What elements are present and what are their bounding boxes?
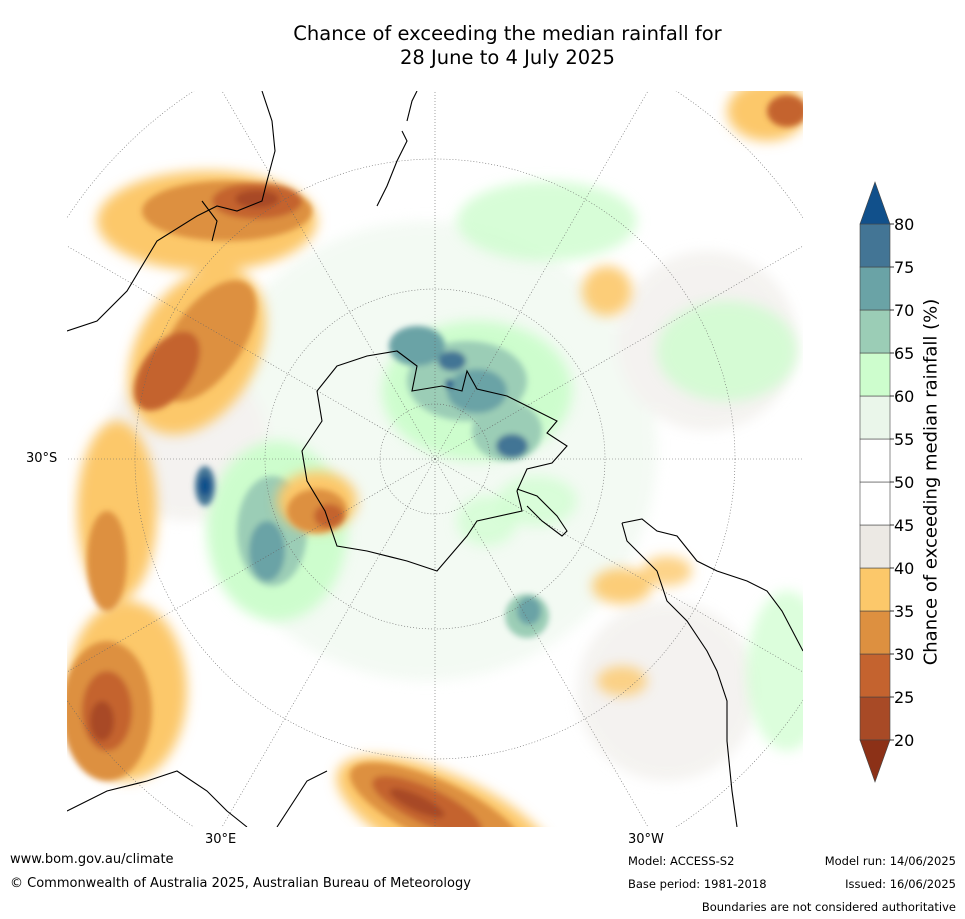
colorbar-bin (859, 696, 891, 741)
colorbar-tick-label: 45 (894, 516, 914, 535)
colorbar-tick-label: 80 (894, 215, 914, 234)
colorbar-bin (859, 395, 891, 440)
colorbar-tick-label: 55 (894, 430, 914, 449)
colorbar-bin (859, 610, 891, 655)
colorbar-tick-label: 60 (894, 387, 914, 406)
colorbar-tick-label: 50 (894, 473, 914, 492)
colorbar-bins (859, 181, 891, 783)
footer-base-period: Base period: 1981-2018 (628, 877, 767, 891)
colorbar-extend-high (859, 181, 891, 225)
colorbar-label: Chance of exceeding median rainfall (%) (920, 298, 942, 666)
rainfall-map (67, 91, 803, 827)
footer-model: Model: ACCESS-S2 (628, 854, 735, 868)
title-line-1: Chance of exceeding the median rainfall … (293, 22, 722, 45)
colorbar-tick-label: 65 (894, 344, 914, 363)
colorbar-tick-label: 75 (894, 258, 914, 277)
colorbar-bin (859, 438, 891, 483)
map-svg (67, 91, 803, 827)
colorbar-bin (859, 567, 891, 612)
colorbar-tick-label: 70 (894, 301, 914, 320)
footer-model-run: Model run: 14/06/2025 (824, 854, 956, 868)
anomaly-fields (67, 91, 803, 827)
footer-website: www.bom.gov.au/climate (10, 852, 174, 867)
colorbar-bin (859, 653, 891, 698)
colorbar-ticks: 20 25 30 35 40 45 50 55 60 65 70 75 80 (890, 215, 914, 750)
footer-copyright: © Commonwealth of Australia 2025, Austra… (10, 876, 471, 891)
colorbar: 20 25 30 35 40 45 50 55 60 65 70 75 80 (859, 181, 914, 783)
lat-label-30s: 30°S (26, 451, 58, 466)
colorbar-bin (859, 266, 891, 311)
colorbar-bin (859, 481, 891, 526)
colorbar-bin (859, 223, 891, 268)
colorbar-bin (859, 309, 891, 354)
lon-label-30w: 30°W (628, 832, 664, 847)
colorbar-bin (859, 352, 891, 397)
colorbar-tick-label: 25 (894, 688, 914, 707)
colorbar-tick-label: 30 (894, 645, 914, 664)
footer-issued: Issued: 16/06/2025 (845, 877, 956, 891)
footer-disclaimer: Boundaries are not considered authoritat… (701, 900, 956, 914)
colorbar-tick-label: 20 (894, 731, 914, 750)
coastlines (67, 91, 803, 827)
graticule (67, 91, 803, 827)
map-title: Chance of exceeding the median rainfall … (0, 22, 965, 70)
colorbar-tick-label: 40 (894, 559, 914, 578)
lon-label-30e: 30°E (205, 832, 237, 847)
title-line-2: 28 June to 4 July 2025 (400, 46, 615, 69)
colorbar-tick-label: 35 (894, 602, 914, 621)
colorbar-bin (859, 524, 891, 569)
colorbar-extend-low (859, 739, 891, 783)
